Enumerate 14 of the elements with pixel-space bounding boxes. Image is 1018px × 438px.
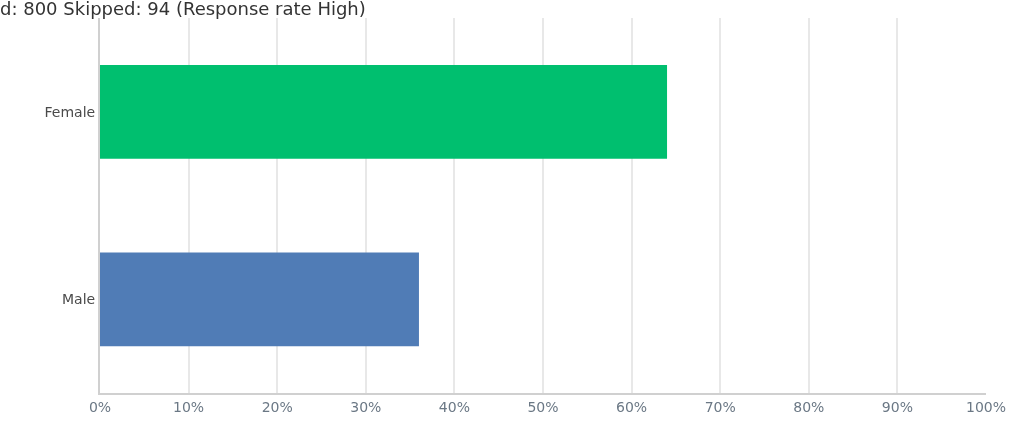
x-tick-label: 10% [173, 398, 205, 415]
x-tick-label: 30% [350, 398, 382, 415]
x-tick-label: 70% [704, 398, 736, 415]
chart-title: d: 800 Skipped: 94 (Response rate High) [0, 0, 366, 19]
y-tick-label: Female [44, 103, 96, 120]
x-tick-label: 50% [527, 398, 559, 415]
y-tick-label: Male [62, 291, 96, 308]
x-tick-label: 40% [438, 398, 470, 415]
x-tick-label: 0% [88, 398, 112, 415]
x-tick-label: 80% [793, 398, 825, 415]
x-tick-label: 20% [261, 398, 293, 415]
x-tick-label: 60% [616, 398, 648, 415]
x-tick-label: 90% [881, 398, 913, 415]
x-tick-label: 100% [965, 398, 1007, 415]
